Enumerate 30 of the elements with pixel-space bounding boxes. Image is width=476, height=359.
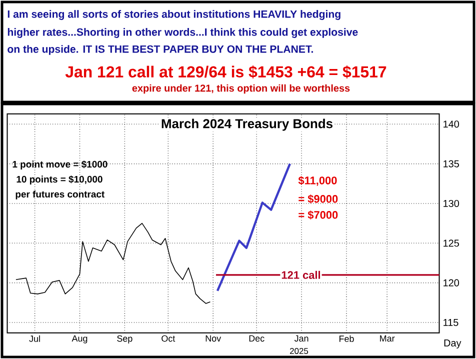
text: I am seeing all sorts of stories about institutions HEAVILY hedging — [8, 10, 340, 20]
x-tick-label: Jan — [294, 335, 308, 342]
text: higher rates...Shorting in other words...I think this could get explosive — [8, 28, 358, 38]
y-tick-label: 125 — [444, 240, 459, 247]
annotation: = $9000 — [298, 194, 338, 204]
annotation: = $7000 — [298, 210, 338, 220]
text: expire under 121, this option will be worthless — [132, 84, 350, 94]
y-tick-label: 115 — [444, 319, 458, 326]
x-tick-label: Dec — [249, 335, 264, 342]
x-tick-label: Oct — [162, 335, 176, 342]
x-tick-label: Feb — [339, 335, 354, 342]
x-tick-label: Aug — [72, 335, 88, 344]
y-tick-label: 130 — [444, 200, 460, 207]
x-tick-label: Jul — [29, 335, 40, 342]
y-tick-label: 135 — [444, 160, 459, 168]
y-tick-label: 140 — [444, 120, 460, 128]
x-tick-label: Nov — [206, 335, 222, 342]
y-tick-label: 120 — [444, 279, 460, 286]
text: Jan 121 call at 129/64 is $1453 +64 = $1517 — [65, 65, 386, 79]
annotation: $11,000 — [298, 176, 337, 186]
annotation: 10 points = $10,000 — [16, 176, 102, 184]
annotation: per futures contract — [16, 190, 104, 200]
text: 2025 — [290, 348, 308, 354]
x-axis-title: Day — [444, 340, 462, 348]
chart-title: March 2024 Treasury Bonds — [162, 118, 332, 131]
x-tick-label: Mar — [380, 335, 395, 342]
ref-line-label: 121 call — [282, 270, 320, 279]
text: on the upside. IT IS THE BEST PAPER BUY ON THE PLANET. — [8, 45, 313, 55]
x-tick-label: Sep — [117, 335, 132, 344]
annotation: 1 point move = $1000 — [12, 160, 108, 170]
